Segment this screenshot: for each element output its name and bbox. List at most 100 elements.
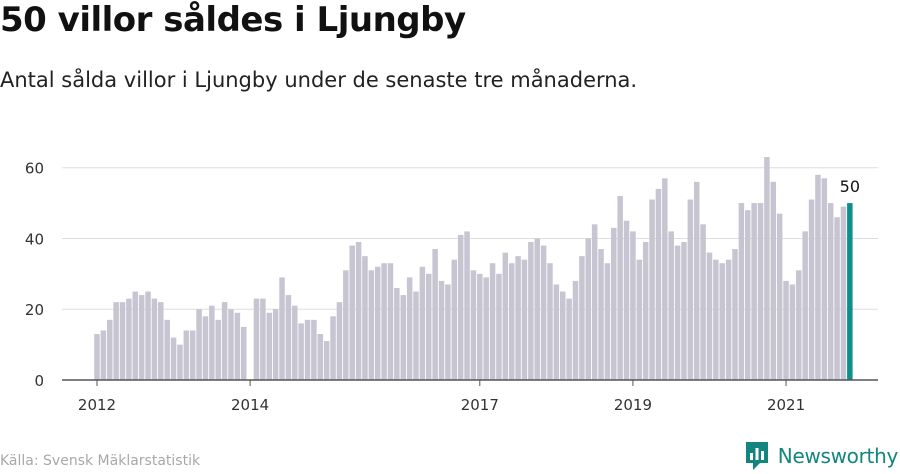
newsworthy-logo: Newsworthy [744,440,898,472]
bar [406,277,413,380]
bar [738,203,745,380]
bar [209,305,215,380]
y-tick-label: 0 [34,372,44,390]
bar [445,284,451,380]
bar [138,295,145,380]
bar [489,263,496,380]
bar [317,334,324,380]
labels: 0 20 40 60 2012 2014 2017 2019 2021 50 [25,160,860,414]
bar [566,298,572,380]
bar [368,270,375,380]
bar [623,220,630,380]
bar [655,188,662,380]
bar [508,263,515,380]
bar [636,259,643,380]
bar [579,256,585,380]
bar [802,231,808,380]
bar [662,178,668,380]
bar [400,295,406,380]
bar [630,231,636,380]
bar [502,252,509,380]
bar [426,273,432,380]
bar [355,242,362,380]
bar [260,298,266,380]
bar [642,242,649,380]
highlight-data-label: 50 [840,177,860,196]
bar [304,319,311,380]
bar [438,280,445,380]
chart-title: 50 villor såldes i Ljungby [0,0,466,40]
bar [668,231,674,380]
bar [464,231,470,380]
bar [540,245,547,380]
x-tick-label: 2021 [767,396,805,414]
bar [840,206,847,380]
bar [585,238,592,380]
x-tick-label: 2019 [614,396,652,414]
bar [547,263,553,380]
bar [591,224,598,380]
newsworthy-logo-icon [745,442,768,470]
bar [164,319,170,380]
bar [221,302,228,380]
bar [107,319,113,380]
bar [534,238,540,380]
bar [451,259,458,380]
x-tick-label: 2017 [461,396,499,414]
y-tick-label: 40 [25,230,44,248]
bar [132,291,139,380]
bar [528,242,534,380]
x-tick-label: 2012 [78,396,116,414]
bar [234,312,241,380]
bar [189,330,196,380]
bar [126,298,132,380]
bar [279,277,285,380]
bar [553,284,560,380]
bar [240,326,247,380]
bar [815,174,821,380]
bar [387,263,394,380]
bar [821,178,828,380]
bar [515,256,521,380]
bar [764,157,770,380]
bar [808,199,815,380]
bar [457,234,464,380]
bar [649,199,655,380]
bar [559,291,566,380]
bar [298,323,304,380]
bar [796,270,802,380]
bar [292,305,298,380]
y-tick-label: 20 [25,301,44,319]
bar [381,263,387,380]
bar [113,302,119,380]
bar [432,249,438,380]
bar [343,270,349,380]
bars [94,157,853,380]
bar [374,266,381,380]
bar [700,224,706,380]
bar [776,213,783,380]
bar [196,309,202,380]
bar [362,256,368,380]
bar [751,203,757,380]
bar [323,341,330,380]
bar [170,337,177,380]
bar [94,334,100,380]
bar [725,259,732,380]
bar [349,245,355,380]
bar [330,316,336,380]
bar [119,302,126,380]
bar [770,181,777,380]
bar [706,252,713,380]
bar [674,245,681,380]
bar [183,330,190,380]
x-tick-label: 2014 [231,396,269,414]
bar [827,203,834,380]
bar [757,203,764,380]
bar [336,302,343,380]
bar [611,227,617,380]
bar [521,259,528,380]
bar [253,298,260,380]
bar [572,280,579,380]
